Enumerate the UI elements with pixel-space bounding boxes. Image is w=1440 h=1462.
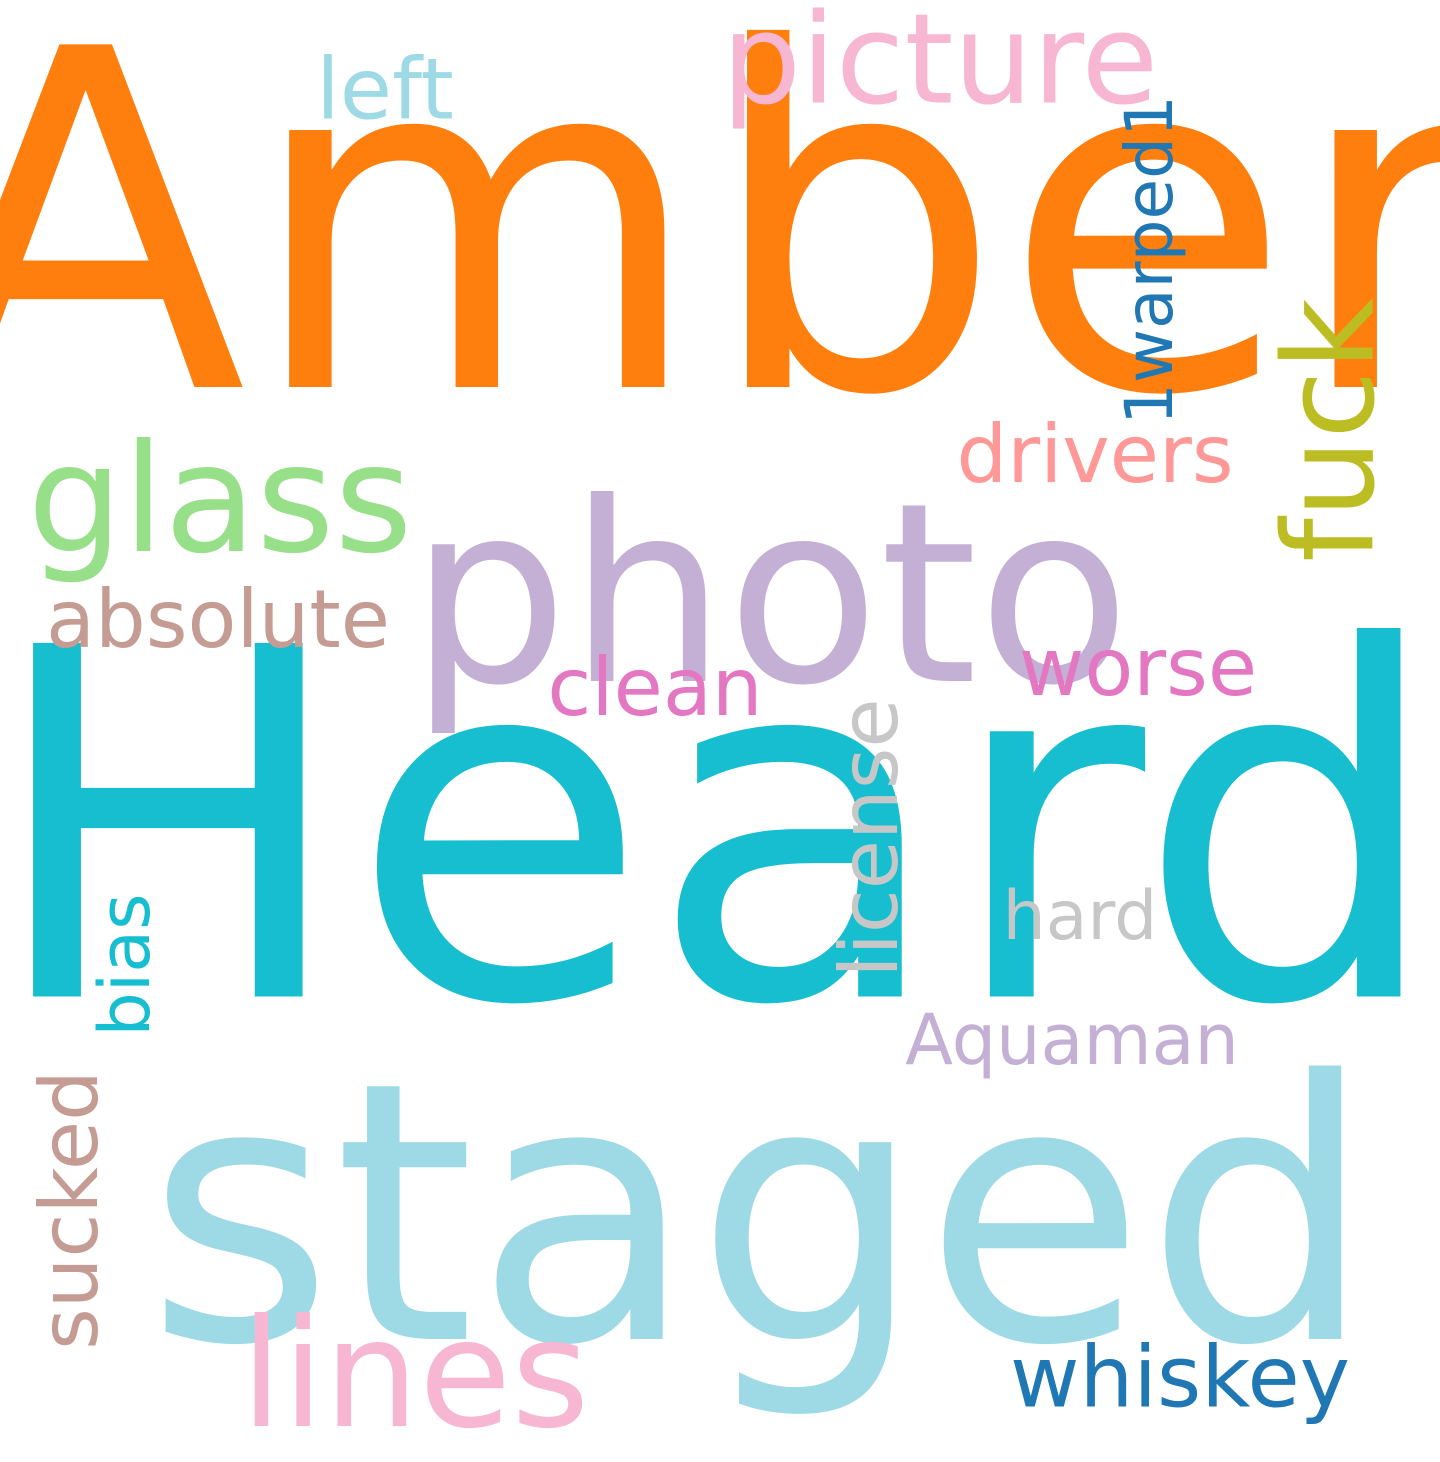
word-left: left — [316, 40, 454, 140]
word-absolute: absolute — [46, 573, 390, 666]
word-bias: bias — [84, 893, 166, 1037]
word-worse: worse — [1018, 621, 1258, 714]
word-picture: picture — [721, 0, 1159, 133]
word-heard: Heard — [0, 547, 1440, 1112]
word-fuck: fuck — [1257, 297, 1403, 563]
word-whiskey: whiskey — [1009, 1328, 1351, 1428]
word-license: license — [823, 698, 916, 978]
word-1warped1: 1warped1 — [1111, 95, 1188, 425]
word-lines: lines — [240, 1288, 590, 1462]
word-staged: staged — [146, 1005, 1374, 1424]
word-drivers: drivers — [956, 408, 1234, 501]
word-amber: Amber — [0, 0, 1440, 498]
word-aquaman: Aquaman — [905, 999, 1239, 1081]
word-clean: clean — [547, 641, 763, 734]
word-sucked: sucked — [23, 1070, 116, 1350]
word-glass: glass — [27, 413, 413, 587]
word-photo: photo — [409, 449, 1131, 740]
word-hard: hard — [1002, 877, 1158, 956]
